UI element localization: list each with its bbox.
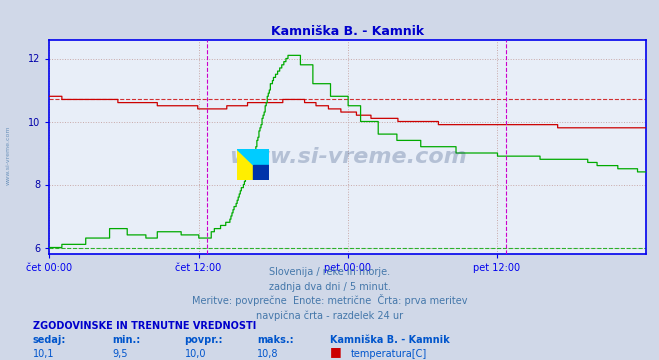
Text: min.:: min.: (112, 335, 140, 345)
Text: ■: ■ (330, 359, 341, 360)
Text: 10,0: 10,0 (185, 349, 206, 359)
Polygon shape (253, 165, 269, 180)
Text: ■: ■ (330, 345, 341, 358)
Text: www.si-vreme.com: www.si-vreme.com (229, 147, 467, 167)
Polygon shape (237, 149, 269, 180)
Text: maks.:: maks.: (257, 335, 294, 345)
Text: Meritve: povprečne  Enote: metrične  Črta: prva meritev: Meritve: povprečne Enote: metrične Črta:… (192, 294, 467, 306)
Text: povpr.:: povpr.: (185, 335, 223, 345)
Text: 9,5: 9,5 (112, 349, 128, 359)
Text: zadnja dva dni / 5 minut.: zadnja dva dni / 5 minut. (269, 282, 390, 292)
Text: temperatura[C]: temperatura[C] (351, 349, 427, 359)
Text: sedaj:: sedaj: (33, 335, 67, 345)
Text: ZGODOVINSKE IN TRENUTNE VREDNOSTI: ZGODOVINSKE IN TRENUTNE VREDNOSTI (33, 321, 256, 332)
Text: Kamniška B. - Kamnik: Kamniška B. - Kamnik (330, 335, 449, 345)
Text: www.si-vreme.com: www.si-vreme.com (5, 125, 11, 185)
Text: 10,8: 10,8 (257, 349, 279, 359)
Text: Slovenija / reke in morje.: Slovenija / reke in morje. (269, 267, 390, 278)
Text: 10,1: 10,1 (33, 349, 55, 359)
Text: navpična črta - razdelek 24 ur: navpična črta - razdelek 24 ur (256, 310, 403, 321)
Title: Kamniška B. - Kamnik: Kamniška B. - Kamnik (271, 26, 424, 39)
Polygon shape (237, 149, 269, 180)
